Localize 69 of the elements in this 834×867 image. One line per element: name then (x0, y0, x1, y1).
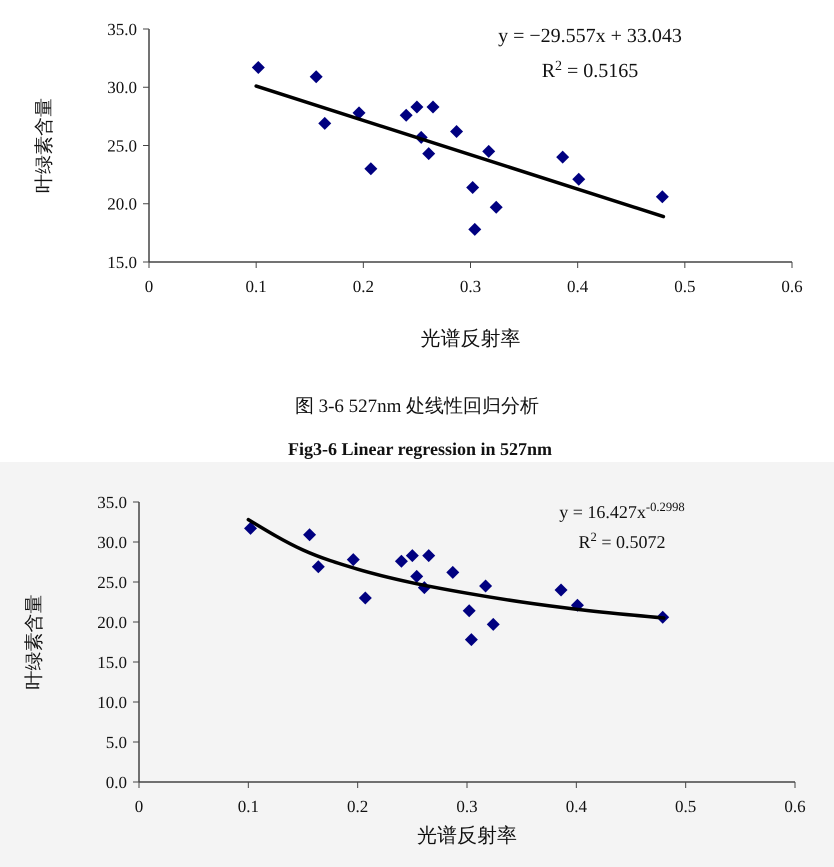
x-tick-label: 0.5 (675, 797, 696, 816)
point (410, 100, 424, 114)
caption: Fig3-6 Linear regression in 527nm (288, 439, 552, 459)
y-tick-label: 10.0 (97, 692, 127, 712)
x-tick-label: 0.5 (674, 277, 696, 296)
point (466, 180, 480, 194)
point (364, 162, 378, 176)
y-tick-label: 30.0 (107, 78, 137, 98)
y-tick-label: 35.0 (107, 20, 137, 39)
x-tick-label: 0.1 (246, 277, 267, 296)
point (352, 106, 366, 120)
annotation: y = 16.427x$^{-0.2998}$ (559, 500, 685, 522)
point (482, 144, 496, 158)
annotation: R$^{2}$ = 0.5165 (542, 58, 638, 82)
x-tick-label: 0.1 (238, 797, 259, 816)
point (422, 549, 436, 562)
point (426, 100, 440, 114)
y-tick-label: 25.0 (107, 136, 137, 156)
x-axis-title: 光谱反射率 (420, 328, 520, 350)
point (410, 570, 424, 583)
y-tick-label: 15.0 (107, 252, 137, 272)
point (468, 222, 482, 236)
point (244, 522, 258, 535)
point (310, 70, 323, 84)
point (400, 108, 413, 122)
y-tick-label: 25.0 (97, 572, 127, 592)
point (462, 604, 476, 618)
point (572, 172, 586, 186)
point (656, 190, 669, 204)
point (479, 580, 492, 592)
point (464, 633, 478, 646)
x-tick-label: 0.2 (352, 277, 374, 296)
x-tick-label: 0.3 (460, 277, 482, 296)
point (406, 549, 419, 562)
y-tick-label: 20.0 (107, 194, 137, 214)
y-tick-label: 5.0 (106, 732, 127, 752)
annotation: y = −29.557x + 33.043 (498, 25, 682, 47)
point (446, 566, 460, 579)
annotation: R$^{2}$ = 0.5072 (578, 530, 666, 552)
y-tick-label: 30.0 (97, 532, 127, 552)
y-tick-label: 20.0 (97, 612, 127, 632)
caption: 图 3-6 527nm 处线性回归分析 (294, 396, 540, 417)
point (346, 553, 360, 566)
point (490, 200, 503, 214)
point (486, 618, 500, 631)
y-tick-label: 35.0 (97, 492, 127, 512)
y-tick-label: 15.0 (97, 652, 127, 672)
y-axis-title: 叶绿素含量 (24, 594, 45, 690)
point (318, 116, 332, 130)
y-axis-title: 叶绿素含量 (34, 98, 55, 193)
point (394, 554, 408, 568)
point (422, 147, 436, 160)
point (252, 60, 265, 74)
x-tick-label: 0.6 (781, 277, 803, 296)
x-tick-label: 0.4 (566, 797, 588, 816)
x-tick-label: 0.4 (567, 277, 589, 296)
x-tick-label: 0.3 (456, 797, 478, 816)
y-tick-label: 0.0 (106, 772, 127, 792)
x-tick-label: 0.2 (347, 797, 368, 816)
point (554, 584, 568, 596)
point (450, 125, 464, 138)
point (556, 150, 570, 164)
x-axis-title: 光谱反射率 (417, 825, 517, 847)
point (358, 592, 372, 604)
point (312, 560, 325, 574)
x-tick-label: 0.6 (784, 797, 806, 816)
point (303, 528, 316, 542)
x-tick-label: 0 (134, 797, 144, 816)
x-tick-label: 0 (144, 277, 154, 296)
